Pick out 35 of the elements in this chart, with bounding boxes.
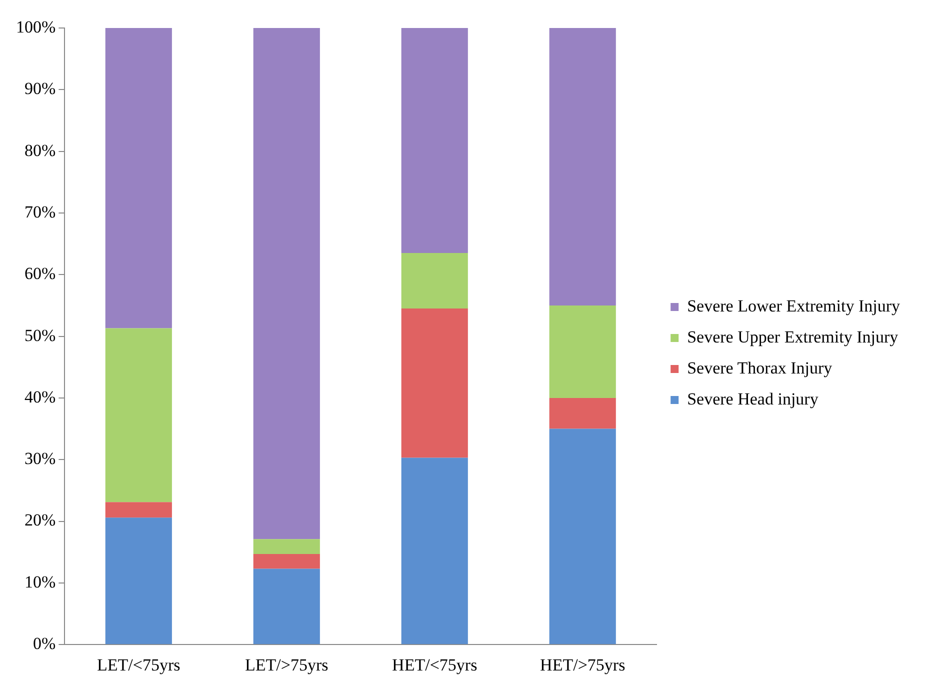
legend-label: Severe Head injury: [687, 389, 819, 408]
y-tick-label: 50%: [24, 326, 56, 345]
bar: [105, 328, 172, 502]
bar: [105, 502, 172, 518]
legend-label: Severe Thorax Injury: [687, 358, 833, 378]
x-tick-label: LET/>75yrs: [245, 655, 328, 674]
y-tick-label: 0%: [32, 634, 56, 654]
bar: [105, 518, 172, 644]
bar: [105, 28, 172, 328]
x-tick-label: HET/>75yrs: [540, 655, 626, 674]
y-tick-label: 10%: [24, 572, 56, 592]
y-tick-label: 70%: [24, 202, 56, 222]
y-tick-label: 40%: [24, 387, 56, 406]
y-tick-label: 100%: [16, 17, 56, 36]
bar: [253, 554, 320, 569]
bar: [549, 305, 616, 398]
y-tick-label: 60%: [24, 264, 56, 284]
bar: [401, 28, 468, 254]
bar: [253, 568, 320, 644]
legend-label: Severe Lower Extremity Injury: [687, 296, 900, 316]
y-tick-label: 20%: [24, 510, 56, 530]
bar: [549, 398, 616, 429]
bar: [549, 28, 616, 306]
x-tick-label: HET/<75yrs: [392, 655, 478, 674]
y-tick-label: 80%: [24, 140, 56, 160]
x-tick-label: LET/<75yrs: [97, 655, 180, 674]
y-tick-label: 90%: [24, 79, 56, 98]
bar: [401, 458, 468, 644]
legend-label: Severe Upper Extremity Injury: [687, 327, 899, 346]
y-tick-label: 30%: [24, 449, 56, 468]
bar: [401, 308, 468, 458]
bar: [253, 28, 320, 540]
bar: [253, 539, 320, 554]
bar: [549, 428, 616, 644]
bar: [401, 253, 468, 309]
